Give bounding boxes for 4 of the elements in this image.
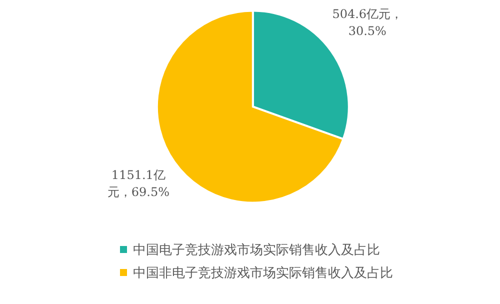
data-label: 504.6亿元，30.5% [331, 7, 404, 40]
legend-label: 中国电子竞技游戏市场实际销售收入及占比 [133, 242, 380, 258]
legend-label: 中国非电子竞技游戏市场实际销售收入及占比 [133, 264, 393, 282]
data-label: 1151.1亿元，69.5% [106, 167, 170, 202]
